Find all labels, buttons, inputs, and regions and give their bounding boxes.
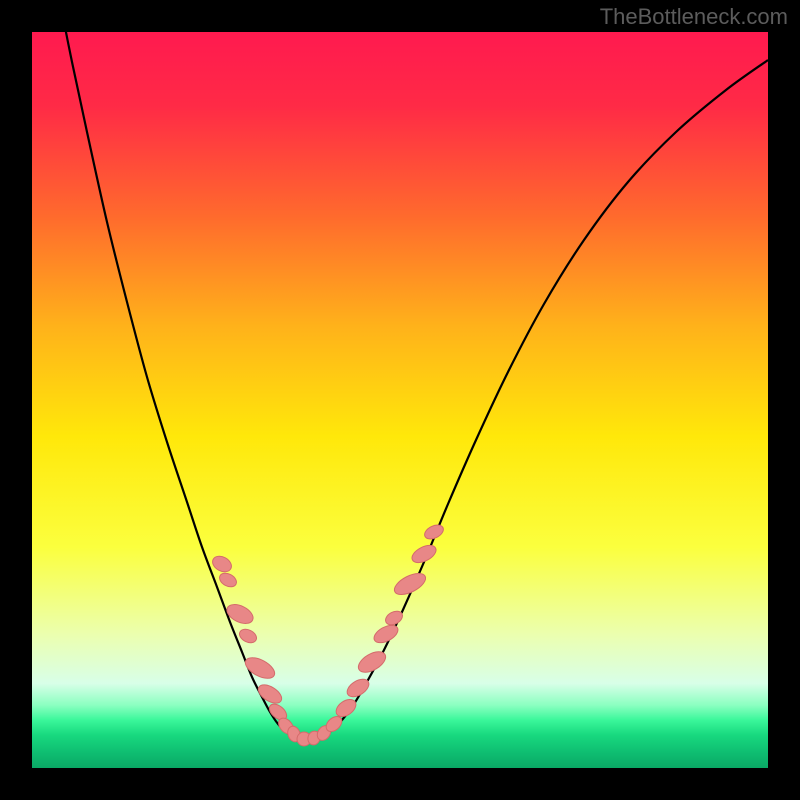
chart-plot	[32, 32, 768, 768]
gradient-background	[32, 32, 768, 768]
chart-svg	[32, 32, 768, 768]
watermark: TheBottleneck.com	[600, 4, 788, 30]
